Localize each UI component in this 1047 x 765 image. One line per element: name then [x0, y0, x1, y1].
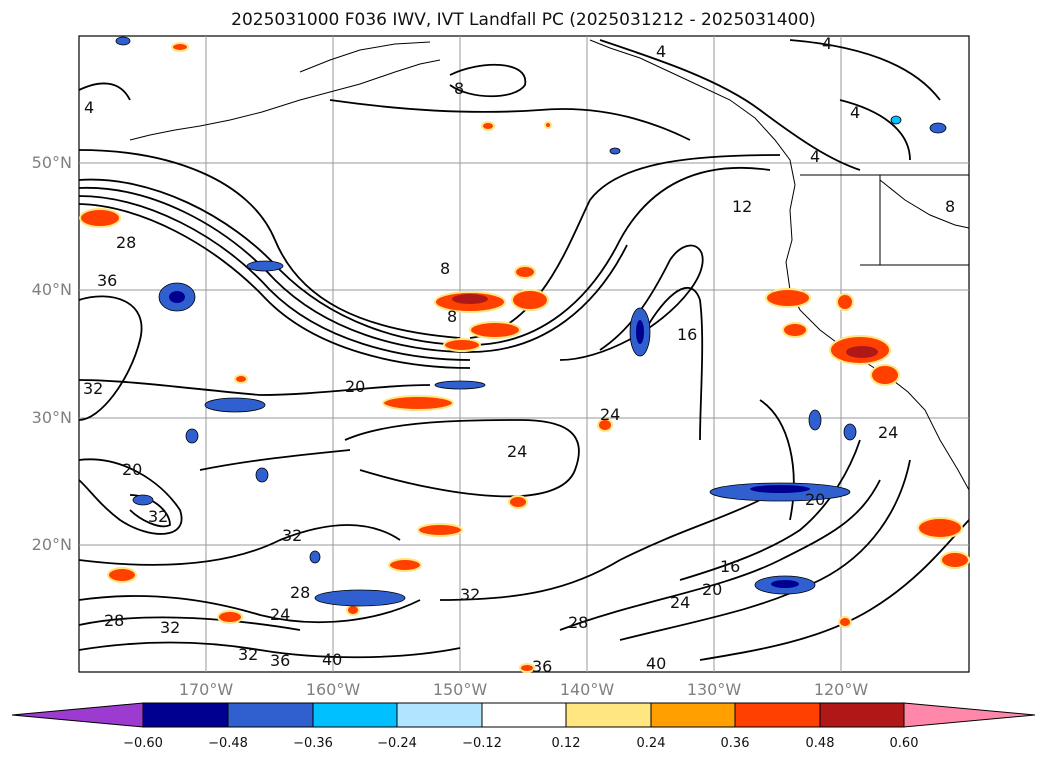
colorbar-tick: 0.36 [720, 736, 750, 751]
lat-label-40n: 40°N [31, 280, 72, 299]
contour-label-36: 36 [532, 657, 552, 676]
contour-label-8: 8 [945, 197, 955, 216]
colorbar-segment [312, 702, 398, 728]
contour-label-24: 24 [670, 593, 690, 612]
contour-label-28: 28 [104, 611, 124, 630]
colorbar-tick: −0.48 [208, 736, 248, 751]
lat-label-50n: 50°N [31, 153, 72, 172]
map-title: 2025031000 F036 IWV, IVT Landfall PC (20… [231, 10, 816, 30]
contour-label-20: 20 [122, 460, 142, 479]
lon-label-120w: 120°W [813, 680, 869, 699]
contour-label-12: 12 [732, 197, 752, 216]
contour-label-40: 40 [646, 654, 666, 673]
contour-label-28: 28 [116, 233, 136, 252]
contour-label-24: 24 [507, 442, 527, 461]
lat-label-20n: 20°N [31, 535, 72, 554]
colorbar-segment [11, 702, 144, 728]
colorbar-segment [819, 702, 905, 728]
contour-label-32: 32 [238, 645, 258, 664]
contour-label-24: 24 [600, 405, 620, 424]
contour-label-20: 20 [805, 490, 825, 509]
colorbar-segment [481, 702, 567, 728]
contour-label-20: 20 [345, 377, 365, 396]
colorbar-tick: −0.60 [123, 736, 163, 751]
contour-label-16: 16 [677, 325, 697, 344]
contour-label-4: 4 [656, 42, 666, 61]
lon-label-160w: 160°W [305, 680, 361, 699]
colorbar-tick: −0.24 [377, 736, 417, 751]
colorbar-tick: −0.12 [462, 736, 502, 751]
contour-label-32: 32 [460, 585, 480, 604]
colorbar-tick: −0.36 [293, 736, 333, 751]
colorbar-segment [396, 702, 483, 728]
contour-label-36: 36 [97, 271, 117, 290]
contour-labels: 4 4 4 4 4 8 8 8 8 12 16 16 20 20 20 20 2… [83, 34, 955, 676]
contour-label-8: 8 [454, 79, 464, 98]
colorbar-tick: 0.12 [551, 736, 581, 751]
contour-label-28: 28 [568, 613, 588, 632]
colorbar-segment [650, 702, 736, 728]
contour-label-4: 4 [850, 103, 860, 122]
contour-label-8: 8 [440, 259, 450, 278]
colorbar-tick: 0.60 [889, 736, 919, 751]
colorbar-segment [734, 702, 821, 728]
ivt-positive-shading [79, 42, 970, 673]
colorbar-tick: 0.48 [805, 736, 835, 751]
contour-label-16: 16 [720, 557, 740, 576]
colorbar-segment [565, 702, 652, 728]
contour-label-32: 32 [160, 618, 180, 637]
colorbar-segment [142, 702, 229, 728]
contour-label-32: 32 [83, 379, 103, 398]
contour-label-32: 32 [148, 507, 168, 526]
contour-label-24: 24 [270, 605, 290, 624]
lon-label-130w: 130°W [686, 680, 742, 699]
ivt-negative-shading [115, 36, 947, 607]
colorbar-tick: 0.24 [636, 736, 666, 751]
colorbar-segment [903, 702, 1036, 728]
contour-label-4: 4 [810, 147, 820, 166]
colorbar-segment [227, 702, 314, 728]
coastlines [129, 39, 970, 491]
contour-label-24: 24 [878, 423, 898, 442]
contour-label-4: 4 [822, 34, 832, 53]
contour-label-32: 32 [282, 526, 302, 545]
lon-label-150w: 150°W [432, 680, 488, 699]
colorbar [11, 702, 1036, 728]
lon-label-170w: 170°W [178, 680, 234, 699]
lon-label-140w: 140°W [559, 680, 615, 699]
contour-label-40: 40 [322, 650, 342, 669]
contour-label-8: 8 [447, 307, 457, 326]
contour-label-20: 20 [702, 580, 722, 599]
lat-label-30n: 30°N [31, 408, 72, 427]
map-frame [78, 35, 970, 673]
iwv-contours [78, 39, 970, 661]
contour-label-4: 4 [84, 98, 94, 117]
contour-label-36: 36 [270, 651, 290, 670]
contour-label-28: 28 [290, 583, 310, 602]
